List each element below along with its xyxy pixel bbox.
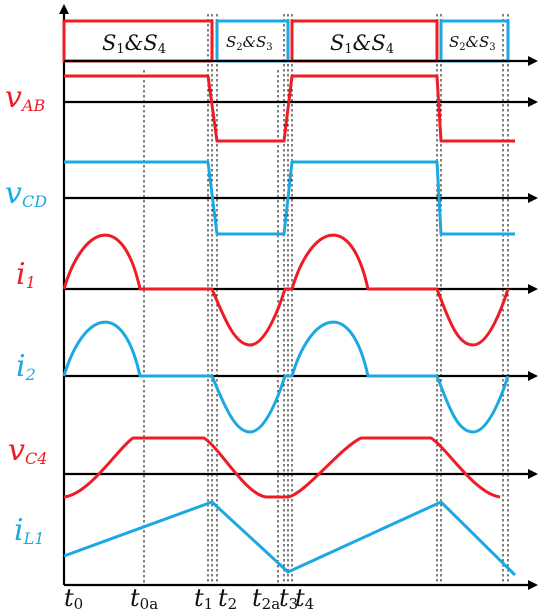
- s2s3-label-1: S2&S3: [226, 33, 273, 53]
- vab-waveform: [64, 74, 515, 143]
- t1-label: t1: [194, 584, 213, 613]
- vcd-label: vCD: [5, 176, 47, 211]
- s1s4-label-1: S1&S4: [102, 31, 166, 57]
- time-marker-lines: [143, 14, 509, 585]
- i1-waveform: [62, 233, 510, 347]
- t0a-label: t0a: [130, 584, 158, 613]
- waveforms: [62, 74, 517, 577]
- signal-labels: vAB vCD i1 i2 vC4 iL1: [5, 80, 47, 548]
- switching-state-row: S1&S4 S2&S3 S1&S4 S2&S3: [62, 19, 510, 63]
- t0-label: t0: [64, 584, 83, 613]
- i2-waveform: [62, 320, 510, 434]
- vcd-waveform: [64, 160, 515, 236]
- i2-label: i2: [16, 349, 36, 384]
- t2-label: t2: [218, 584, 237, 613]
- s2s3-label-2: S2&S3: [449, 33, 496, 53]
- vc4-waveform: [63, 436, 501, 499]
- t3-label: t3: [279, 584, 298, 613]
- vab-label: vAB: [5, 80, 46, 115]
- t2a-label: t2a: [252, 584, 280, 613]
- il1-label: iL1: [14, 513, 44, 548]
- i1-label: i1: [16, 257, 36, 292]
- t4-label: t4: [295, 584, 314, 613]
- vc4-label: vC4: [8, 433, 47, 468]
- il1-waveform: [63, 500, 517, 577]
- time-labels: t0 t0a t1 t2 t2a t3 t4: [64, 584, 314, 613]
- s1s4-label-2: S1&S4: [330, 31, 394, 57]
